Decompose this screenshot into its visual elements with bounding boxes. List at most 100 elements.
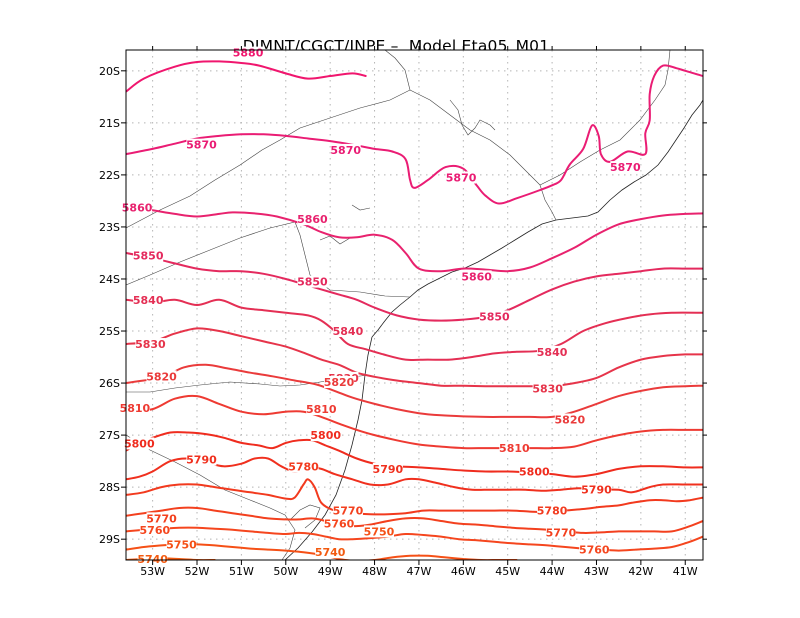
contour-5860 — [126, 205, 703, 273]
contour-label-bg — [579, 543, 610, 556]
contour-label-bg — [545, 526, 576, 539]
lat-tick-label: 28S — [99, 481, 120, 494]
contour-5770 — [126, 506, 703, 534]
axis-ticks: 53W 52W 51W 50W 49W 48W 47W 46W 45W 44W 43W 42W 41W 2… — [99, 46, 707, 578]
contour-label-5820: 5820 — [555, 413, 586, 426]
contour-label-bg — [372, 462, 403, 475]
contour-label-5870: 5870 — [330, 144, 361, 157]
state-border-5 — [409, 50, 671, 186]
lon-tick-label: 45W — [495, 565, 520, 578]
contour-label-bg — [133, 293, 164, 306]
contour-label-bg — [554, 413, 585, 426]
contour-label-5790: 5790 — [373, 463, 404, 476]
reservoir-3 — [351, 204, 371, 211]
lat-tick-label: 24S — [99, 273, 120, 286]
lon-tick-label: 44W — [540, 565, 565, 578]
contour-label-5850: 5850 — [479, 310, 510, 323]
contour-label-bg — [297, 213, 328, 226]
reservoir-1 — [449, 99, 496, 136]
lon-tick-label: 51W — [229, 565, 254, 578]
contour-label-bg — [146, 512, 177, 525]
contour-label-5790: 5790 — [581, 484, 612, 497]
contour-label-5820: 5820 — [324, 376, 355, 389]
plot-background — [126, 50, 703, 560]
contour-label-5810: 5810 — [120, 402, 151, 415]
contour-label-5830: 5830 — [135, 338, 166, 351]
lat-tick-label: 26S — [99, 377, 120, 390]
contour-label-bg — [133, 249, 164, 262]
contour-label-5800: 5800 — [310, 429, 341, 442]
contour-5780 — [126, 478, 703, 516]
lat-tick-label: 29S — [99, 533, 120, 546]
contour-label-bg — [479, 310, 510, 323]
lat-tick-label: 21S — [99, 117, 120, 130]
contour-lines — [126, 60, 703, 560]
contour-label-5820: 5820 — [146, 370, 177, 383]
coastlines-and-borders — [126, 50, 703, 560]
contour-label-5870: 5870 — [446, 172, 477, 185]
contour-label-5810: 5810 — [499, 442, 530, 455]
lon-tick-label: 41W — [673, 565, 698, 578]
contour-label-5780: 5780 — [537, 505, 568, 518]
contour-label-5830: 5830 — [532, 382, 563, 395]
contour-5830 — [126, 327, 703, 388]
lon-tick-label: 53W — [140, 565, 165, 578]
lon-tick-label: 42W — [628, 565, 653, 578]
contour-label-bg — [122, 201, 153, 214]
contour-label-bg — [330, 143, 361, 156]
contour-label-bg — [537, 345, 568, 358]
contour-label-bg — [288, 460, 319, 473]
lat-tick-label: 23S — [99, 221, 120, 234]
contour-label-bg — [310, 429, 341, 442]
lat-tick-label: 25S — [99, 325, 120, 338]
contour-label-5880: 5880 — [233, 47, 264, 60]
contour-label-5740: 5740 — [315, 546, 346, 559]
contour-label-bg — [137, 552, 168, 565]
contour-label-bg — [363, 525, 394, 538]
state-border-1 — [126, 50, 411, 229]
contour-label-bg — [461, 270, 492, 283]
contour-label-bg — [146, 370, 177, 383]
contour-label-5770: 5770 — [546, 526, 577, 539]
lat-tick-label: 20S — [99, 65, 120, 78]
lon-tick-label: 47W — [407, 565, 432, 578]
contour-5820 — [126, 363, 703, 419]
plot-frame — [125, 49, 704, 561]
lon-tick-label: 49W — [318, 565, 343, 578]
contour-label-5840: 5840 — [537, 346, 568, 359]
lon-tick-label: 52W — [185, 565, 210, 578]
coastline — [371, 99, 703, 338]
contour-labels: 5880 5870 5870 5870 5870 5860 5860 5860 5850 5850… — [120, 46, 641, 566]
contour-label-5870: 5870 — [186, 139, 217, 152]
contour-label-bg — [532, 382, 563, 395]
contour-label-5800: 5800 — [124, 437, 155, 450]
contour-label-bg — [499, 442, 530, 455]
contour-label-5760: 5760 — [140, 524, 171, 537]
state-border-4 — [126, 434, 296, 560]
contour-label-bg — [139, 523, 170, 536]
contour-label-bg — [124, 437, 155, 450]
contour-label-5800: 5800 — [519, 466, 550, 479]
lat-tick-label: 22S — [99, 169, 120, 182]
contour-label-bg — [332, 504, 363, 517]
contour-5800 — [126, 431, 703, 478]
contour-label-5780: 5780 — [288, 460, 319, 473]
lat-tick-label: 27S — [99, 429, 120, 442]
contour-label-bg — [519, 465, 550, 478]
state-border-2 — [126, 221, 411, 298]
lon-tick-label: 46W — [451, 565, 476, 578]
contour-label-5810: 5810 — [306, 403, 337, 416]
contour-label-5770: 5770 — [146, 512, 177, 525]
reservoir-2 — [319, 235, 351, 245]
contour-label-bg — [610, 161, 641, 174]
state-border-6 — [539, 184, 557, 221]
contour-label-bg — [186, 138, 217, 151]
contour-label-bg — [135, 338, 166, 351]
contour-label-5760: 5760 — [324, 518, 355, 531]
contour-label-5860: 5860 — [461, 270, 492, 283]
contour-label-bg — [581, 483, 612, 496]
contour-label-bg — [446, 171, 477, 184]
contour-label-5870: 5870 — [610, 161, 641, 174]
contour-label-5760: 5760 — [579, 544, 610, 557]
contour-label-bg — [332, 325, 363, 338]
